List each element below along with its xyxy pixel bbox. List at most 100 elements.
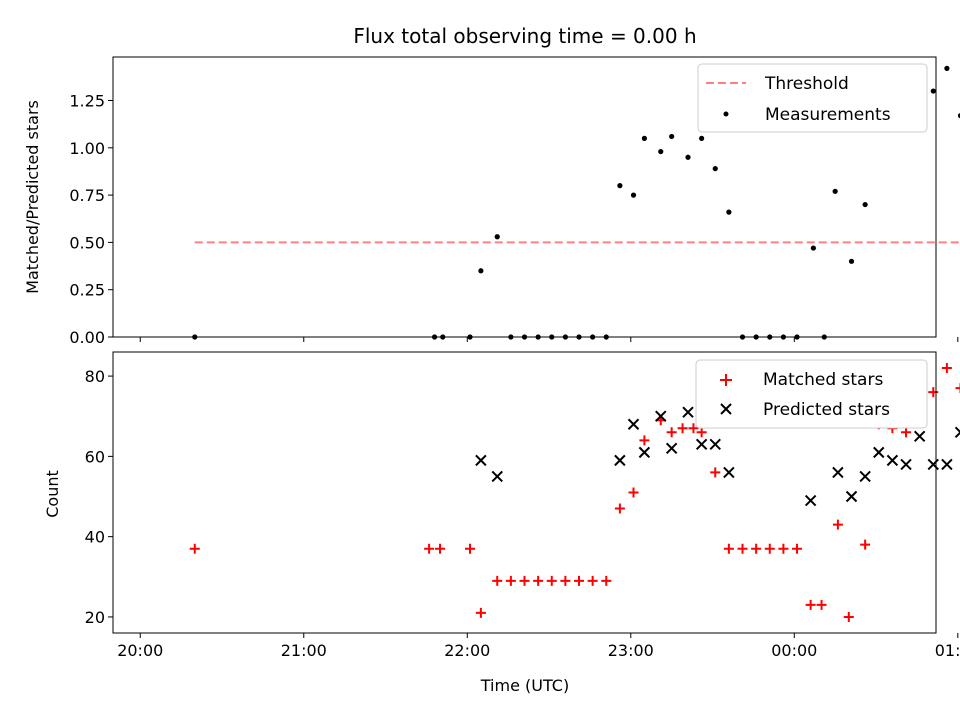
measurement-point — [641, 135, 648, 141]
measurement-point — [685, 154, 691, 160]
predicted-legend-marker — [720, 403, 732, 415]
predicted-star-point — [491, 470, 503, 483]
measurement-point — [848, 258, 855, 264]
matched-star-point — [601, 575, 612, 586]
y-tick-label: 40 — [85, 528, 105, 547]
measurement-point — [478, 268, 484, 274]
predicted-star-point — [886, 454, 899, 467]
count-xlabel: Time (UTC) — [480, 676, 569, 695]
matched-star-point — [574, 575, 585, 586]
measurement-point — [726, 209, 732, 215]
predicted-star-point — [913, 430, 926, 443]
predicted-star-point — [695, 438, 708, 451]
matched-star-point — [843, 611, 854, 622]
matched-star-point — [737, 543, 748, 554]
measurement-point — [630, 192, 637, 198]
y-tick-label: 20 — [85, 608, 105, 627]
matched-star-point — [688, 423, 699, 434]
matched-star-point — [805, 599, 816, 610]
predicted-star-point — [638, 446, 651, 459]
predicted-legend-label: Predicted stars — [763, 400, 890, 420]
x-tick-label: 00:00 — [771, 641, 817, 660]
y-tick-label: 0.50 — [69, 233, 105, 252]
count-panel: Count Time (UTC) 20 40 60 80 20:00 21:00 22:00… — [43, 351, 960, 695]
matched-star-point — [464, 543, 475, 554]
matched-star-point — [666, 427, 677, 438]
matched-star-point — [928, 387, 939, 398]
matched-star-point — [475, 607, 486, 618]
x-tick-label: 01:00 — [935, 641, 960, 660]
matched-star-point — [792, 543, 803, 554]
matched-star-point — [560, 575, 571, 586]
y-tick-label: 0.75 — [69, 186, 105, 205]
matched-legend-label: Matched stars — [763, 370, 883, 390]
predicted-star-point — [723, 466, 735, 479]
predicted-star-point — [627, 418, 640, 430]
ratio-legend-box — [697, 63, 928, 133]
matched-star-point — [710, 467, 721, 478]
x-tick-label: 20:00 — [117, 641, 163, 660]
predicted-star-point — [665, 442, 678, 455]
measurement-point — [658, 148, 664, 155]
y-tick-label: 60 — [85, 447, 105, 466]
count-ylabel: Count — [43, 470, 62, 518]
matched-star-point — [533, 575, 544, 586]
matched-star-point — [587, 575, 598, 586]
measurement-point — [669, 133, 675, 140]
measurements-legend-label: Measurements — [765, 105, 891, 125]
matched-star-point — [492, 575, 503, 586]
matched-legend-marker — [720, 374, 732, 386]
matched-star-point — [677, 423, 688, 434]
matched-star-point — [639, 435, 650, 446]
ratio-legend: Threshold Measurements — [697, 63, 928, 133]
count-ticks: 2040608020:0021:0022:0023:0000:0001:0002… — [85, 367, 960, 660]
measurement-point — [944, 65, 950, 71]
predicted-star-point — [954, 426, 960, 438]
ratio-ticks: 0.00 0.25 0.50 0.75 1.00 1.25 — [69, 92, 959, 347]
matched-star-point — [764, 543, 775, 554]
predicted-star-point — [804, 494, 817, 507]
predicted-star-point — [614, 454, 626, 467]
measurement-point — [712, 166, 718, 172]
x-tick-label: 21:00 — [281, 641, 327, 660]
predicted-star-point — [475, 454, 487, 467]
ratio-ylabel: Matched/Predicted stars — [23, 100, 42, 294]
y-tick-label: 0.00 — [69, 328, 105, 347]
matched-star-point — [424, 543, 435, 554]
chart-title: Flux total observing time = 0.00 h — [353, 24, 696, 48]
matched-star-point — [435, 543, 446, 554]
y-tick-label: 80 — [85, 367, 105, 386]
measurement-point — [810, 245, 816, 251]
y-tick-label: 1.00 — [69, 139, 105, 158]
matched-star-point — [723, 543, 734, 554]
matched-star-point — [832, 519, 843, 530]
measurement-point — [930, 88, 936, 94]
matched-star-point — [955, 383, 960, 394]
x-tick-label: 23:00 — [608, 641, 654, 660]
matched-star-point — [628, 487, 639, 498]
count-legend: Matched stars Predicted stars — [695, 359, 928, 429]
count-plot-frame — [112, 351, 937, 634]
measurement-point — [957, 113, 960, 119]
matched-star-point — [696, 427, 707, 438]
matched-star-point — [816, 599, 827, 610]
predicted-star-point — [845, 490, 858, 503]
matched-star-point — [778, 543, 789, 554]
matched-star-point — [751, 543, 762, 554]
predicted-star-point — [682, 406, 694, 418]
matched-star-point — [519, 575, 530, 586]
predicted-star-point — [709, 438, 721, 451]
x-tick-label: 22:00 — [444, 641, 490, 660]
predicted-star-point — [832, 466, 844, 479]
matched-star-point — [941, 363, 952, 374]
threshold-legend-label: Threshold — [764, 74, 849, 94]
measurement-point — [832, 188, 838, 194]
matched-star-point — [505, 575, 516, 586]
matched-star-point — [546, 575, 557, 586]
matched-star-point — [860, 539, 871, 550]
measurement-point — [862, 201, 868, 208]
measurement-point — [617, 183, 623, 189]
predicted-star-point — [655, 410, 667, 422]
measurements-legend-marker — [723, 111, 729, 117]
